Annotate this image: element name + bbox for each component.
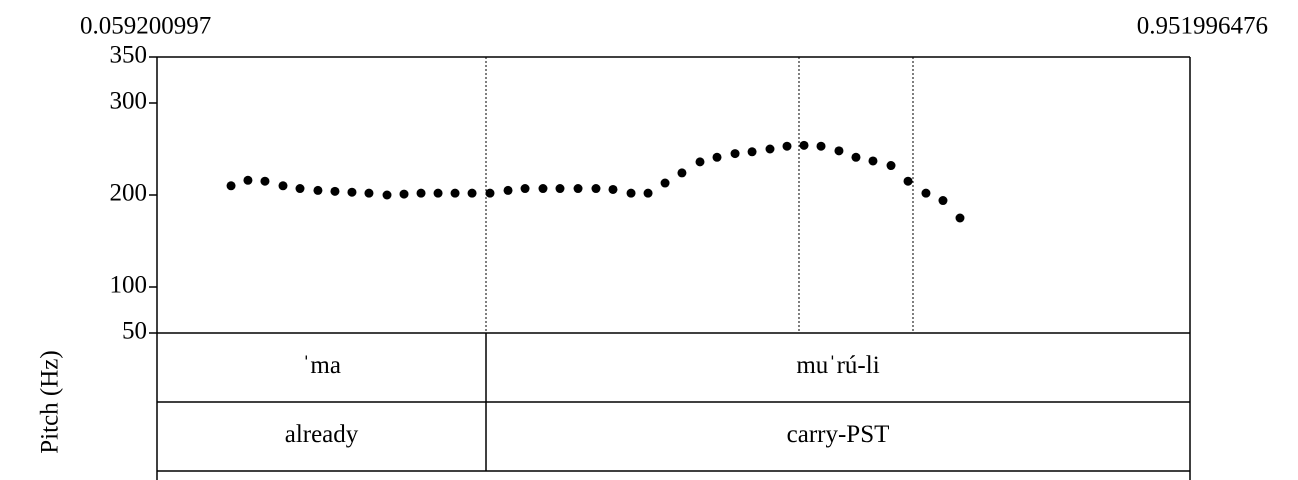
pitch-point [938,196,948,206]
pitch-point [712,152,722,162]
pitch-point [903,176,913,186]
y-axis-label: Pitch (Hz) [37,350,64,453]
pitch-point [868,156,878,166]
pitch-point [573,184,583,194]
y-tick-label: 50 [122,318,147,345]
pitch-point [467,188,477,198]
pitch-point [799,140,809,150]
pitch-point [834,146,844,156]
pitch-point [591,184,601,194]
pitch-point [260,176,270,186]
pitch-point [677,168,687,178]
pitch-point [416,188,426,198]
pitch-point [330,186,340,196]
pitch-point [313,185,323,195]
x-tick-label: 0.059200997 [80,13,211,40]
y-tick-label: 100 [110,272,148,299]
tier-label: muˈrú-li [796,352,879,379]
pitch-point [520,184,530,194]
tier-label: already [285,421,359,448]
pitch-point [782,141,792,151]
pitch-point [485,188,495,198]
pitch-point [295,184,305,194]
x-tick-label: 0.951996476 [1137,13,1268,40]
pitch-point [660,178,670,188]
pitch-point [433,188,443,198]
pitch-point [886,161,896,171]
pitch-point [503,185,513,195]
y-tick-label: 350 [110,42,148,69]
tier-label: carry-PST [787,421,890,448]
pitch-point [643,188,653,198]
pitch-point [399,189,409,199]
pitch-point [816,141,826,151]
pitch-point [278,181,288,191]
pitch-point [538,184,548,194]
pitch-point [243,175,253,185]
pitch-point [730,149,740,159]
y-tick-label: 300 [110,88,148,115]
pitch-point [226,181,236,191]
pitch-point [955,213,965,223]
pitch-point [555,184,565,194]
pitch-point [626,188,636,198]
y-tick-label: 200 [110,180,148,207]
pitch-point [851,152,861,162]
pitch-point [747,147,757,157]
pitch-point [347,187,357,197]
pitch-point [364,188,374,198]
pitch-point [608,184,618,194]
pitch-point [765,144,775,154]
pitch-point [382,190,392,200]
pitch-point [695,157,705,167]
tier-label: ˈma [302,352,341,379]
pitch-point [921,188,931,198]
pitch-point [450,188,460,198]
